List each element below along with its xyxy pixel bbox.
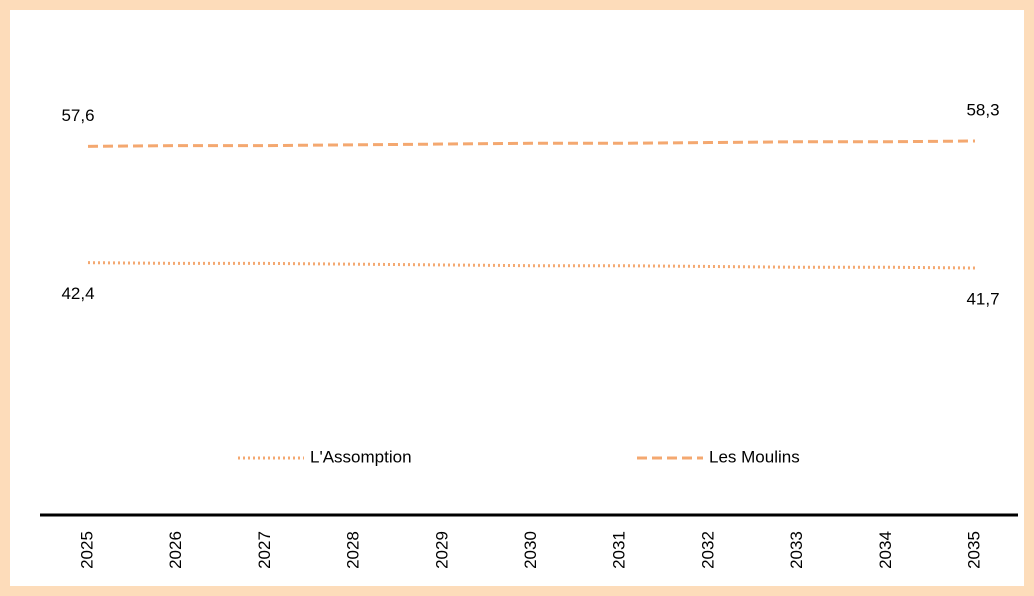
x-tick-label: 2027 — [255, 531, 274, 569]
x-tick-label: 2028 — [344, 531, 363, 569]
data-label: 58,3 — [966, 100, 999, 119]
x-tick-label: 2030 — [521, 531, 540, 569]
x-tick-label: 2034 — [876, 531, 895, 569]
x-tick-label: 2029 — [432, 531, 451, 569]
x-tick-label: 2031 — [610, 531, 629, 569]
x-tick-label: 2033 — [787, 531, 806, 569]
data-label: 42,4 — [61, 284, 94, 303]
x-tick-label: 2025 — [77, 531, 96, 569]
x-tick-label: 2026 — [166, 531, 185, 569]
legend-label: Les Moulins — [709, 447, 800, 466]
x-tick-label: 2035 — [964, 531, 983, 569]
data-label: 41,7 — [966, 289, 999, 308]
line — [87, 139, 976, 148]
legend-label: L'Assomption — [310, 447, 412, 466]
x-tick-label: 2032 — [698, 531, 717, 569]
data-label: 57,6 — [61, 106, 94, 125]
plot-background — [10, 10, 1024, 586]
